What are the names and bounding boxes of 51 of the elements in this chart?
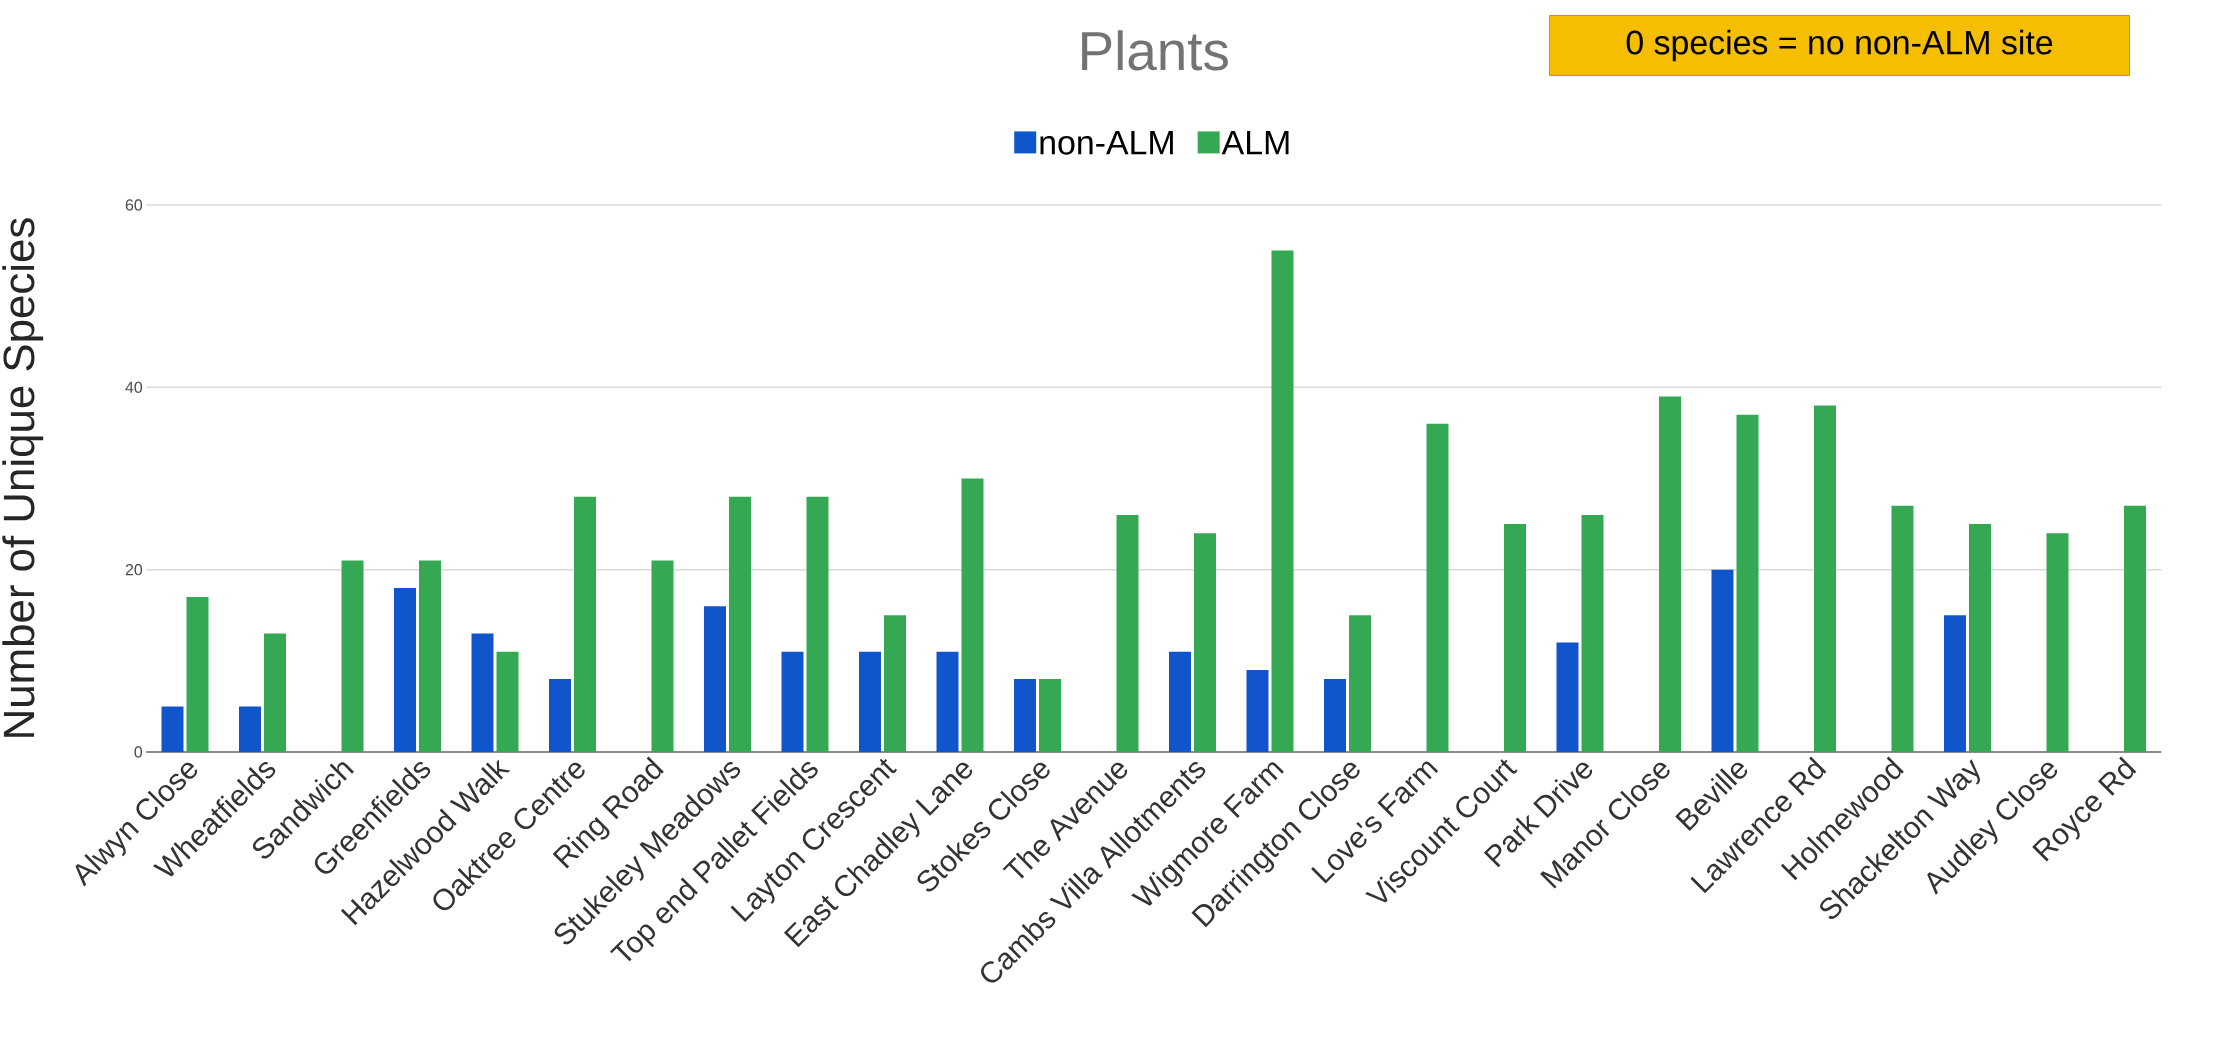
legend-label: ALM [1221, 131, 1289, 155]
bar [1968, 524, 1991, 752]
y-tick-label: 0 [134, 746, 143, 758]
chart-title: Plants [1082, 30, 1228, 71]
bar [264, 633, 286, 752]
bar [806, 496, 829, 752]
bar [1581, 514, 1604, 752]
bar [884, 615, 906, 752]
bar [1943, 615, 1966, 752]
y-tick-label: 40 [125, 381, 143, 393]
bar [1813, 405, 1836, 752]
bar [1711, 569, 1734, 752]
bar [1658, 396, 1681, 752]
bar [496, 651, 519, 752]
y-tick-label: 20 [125, 564, 143, 576]
bar [1014, 679, 1036, 752]
bar [781, 651, 804, 752]
bar [1169, 651, 1191, 752]
legend-label: non-ALM [1040, 131, 1173, 155]
bar [859, 651, 881, 752]
bar [1271, 250, 1294, 752]
bar [2046, 533, 2069, 752]
bar [471, 633, 494, 752]
bar [729, 496, 751, 752]
bar [574, 496, 596, 752]
bar [1556, 642, 1579, 752]
bar [1736, 414, 1759, 752]
bar [1194, 533, 1216, 752]
y-tick-label: 60 [125, 199, 143, 211]
bar [1246, 669, 1269, 752]
bar [161, 706, 184, 752]
bar [1349, 615, 1371, 752]
bar [1116, 514, 1139, 752]
bar [1039, 679, 1061, 752]
bar [239, 706, 261, 752]
bar [186, 597, 209, 752]
bar [2123, 505, 2146, 752]
bar [549, 679, 571, 752]
bar [704, 606, 726, 752]
bar [394, 587, 416, 752]
bar [1504, 524, 1526, 752]
bar [936, 651, 959, 752]
bar [1324, 679, 1346, 752]
bar [961, 478, 984, 752]
bar [341, 560, 364, 752]
bar [419, 560, 441, 752]
y-axis-title: Number of Unique Species [2, 218, 44, 737]
bar [1891, 505, 1914, 752]
text: 0 species = no non-ALM site [1626, 29, 2053, 62]
bar [651, 560, 674, 752]
bar [1426, 423, 1449, 752]
